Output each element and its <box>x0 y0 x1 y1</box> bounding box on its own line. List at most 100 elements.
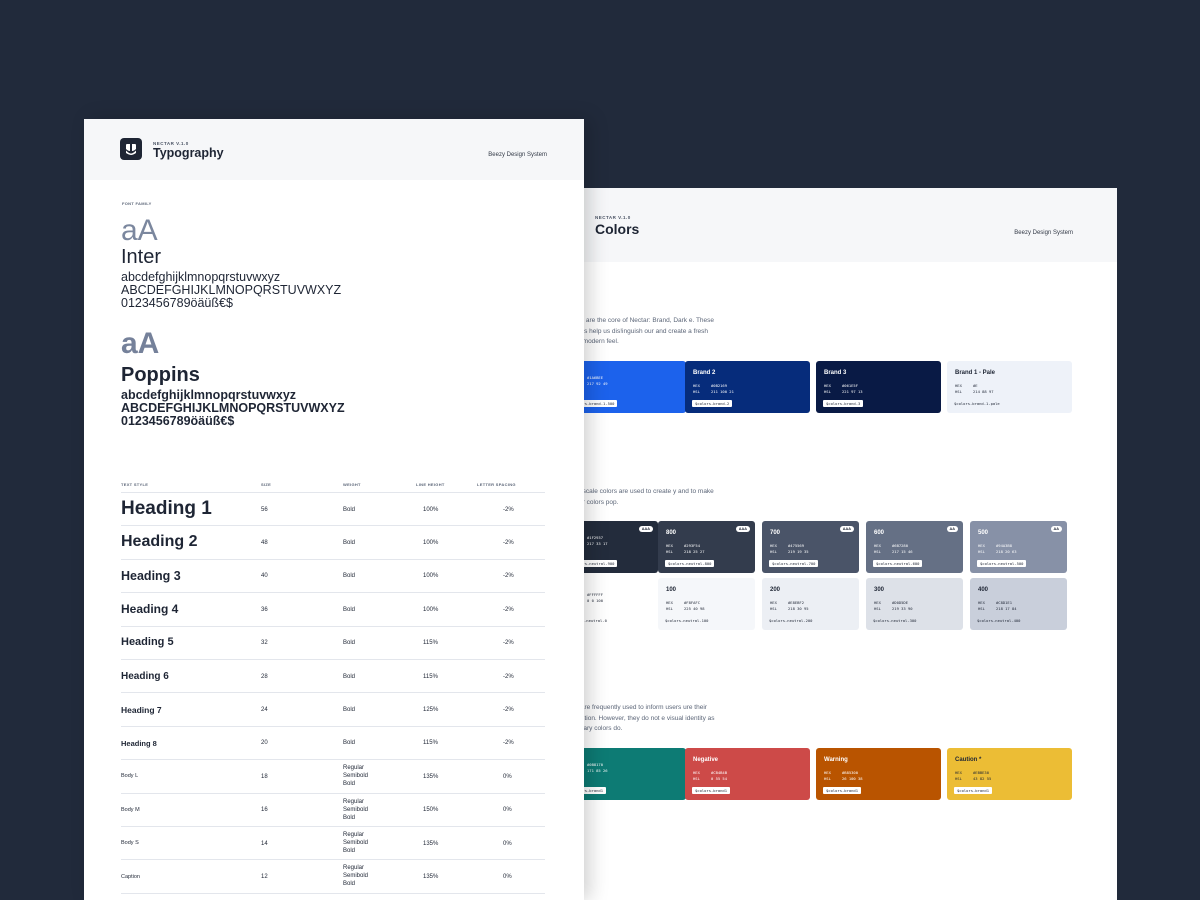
swatch-values: HEX #061E5F HSL 221 97 13 <box>824 383 863 394</box>
letter-spacing-value: -2% <box>503 740 514 747</box>
poppins-sample-aa: aA <box>121 327 160 360</box>
swatch-token: $colors-neutral-700 <box>769 560 819 567</box>
swatch-name: 500 <box>978 530 989 536</box>
swatch-hex: #D0D5DE <box>892 600 909 605</box>
text-style-name: Heading 4 <box>121 602 179 617</box>
inter-digits: 0123456789öäüß€$ <box>121 296 233 310</box>
weight-value: Bold <box>343 506 356 513</box>
weight-value: Bold <box>343 539 356 546</box>
swatch-hsl: 217 15 46 <box>892 548 913 554</box>
table-row: Heading 5 32 Bold 115% -2% <box>121 625 545 660</box>
size-value: 28 <box>261 673 268 680</box>
swatch-hex: #1A6BEE <box>587 375 604 380</box>
swatch-hex: #E <box>973 383 978 388</box>
line-height-value: 135% <box>423 873 439 880</box>
color-swatch: 800 HEX #293F54 HSL 218 25 27 $colors-neutral… <box>658 521 755 573</box>
swatch-values: HEX #EBBE30 HSL 43 82 55 <box>955 770 992 781</box>
colors-title: Colors <box>595 221 640 237</box>
swatch-hex: #B85300 <box>842 770 859 775</box>
swatch-hex: #EBBE30 <box>973 770 990 775</box>
color-swatch: HEX#1A6BEEHSL217 92 49 $colors-brand-1-50… <box>570 361 686 413</box>
line-height-value: 115% <box>423 740 438 747</box>
color-swatch: 600 HEX #6B7280 HSL 217 15 46 $colors-neutral… <box>866 521 963 573</box>
table-row: Heading 8 20 Bold 115% -2% <box>121 725 545 760</box>
swatch-values: HEX #293F54 HSL 218 25 27 <box>666 543 705 554</box>
swatch-hex: #293F54 <box>684 543 701 548</box>
swatch-hex: #0B8170 <box>587 762 604 767</box>
swatch-hex: #94A3B8 <box>996 543 1013 548</box>
weight-value: Regular Semibold Bold <box>343 865 369 888</box>
color-swatch: 300 HEX #D0D5DE HSL 219 33 90 $colors-neutral… <box>866 578 963 630</box>
swatch-hsl: 217 33 17 <box>587 540 608 546</box>
swatch-token: $colors-neutral-200 <box>769 618 813 623</box>
inter-font-name: Inter <box>121 246 162 268</box>
swatch-hex: #E8EBF2 <box>788 600 805 605</box>
letter-spacing-value: 0% <box>503 807 512 814</box>
weight-value: Bold <box>343 706 356 713</box>
size-value: 36 <box>261 606 268 613</box>
table-row: Heading 6 28 Bold 115% -2% <box>121 659 545 693</box>
primary-description: olors are the core of Nectar: Brand, Dar… <box>570 317 715 345</box>
color-swatch: HEX#0B8170HSL171 85 26 $colors-brand1 <box>570 748 686 800</box>
swatch-name: 300 <box>874 587 885 593</box>
letter-spacing-value: -2% <box>503 673 514 680</box>
swatch-hex: #1F2937 <box>587 535 604 540</box>
swatch-token: $colors-neutral-900 <box>570 560 618 567</box>
text-style-name: Body L <box>121 773 139 780</box>
swatch-name: 100 <box>666 587 677 593</box>
poppins-font-name: Poppins <box>121 364 200 386</box>
text-style-name: Body S <box>121 840 139 847</box>
swatch-hsl: 218 25 27 <box>684 548 705 554</box>
color-swatch: 500 HEX #94A3B8 HSL 218 20 63 $colors-neutral… <box>970 521 1067 573</box>
swatch-values: HEX#0B8170HSL171 85 26 <box>570 762 678 773</box>
header-line-height: LINE HEIGHT <box>416 482 445 487</box>
weight-value: Regular Semibold Bold <box>343 798 369 821</box>
size-value: 14 <box>261 840 268 847</box>
swatch-hsl: 0 0 100 <box>587 597 604 603</box>
swatch-name: Brand 2 <box>693 370 716 376</box>
nectar-logo <box>120 138 142 160</box>
swatch-hsl: 218 30 95 <box>788 605 809 611</box>
swatch-values: HEX #F8FAFC HSL 225 40 98 <box>666 600 705 611</box>
table-end-divider <box>121 892 545 895</box>
text-style-name: Heading 3 <box>121 568 181 583</box>
swatch-values: HEX #C8D1E1 HSL 218 17 84 <box>978 600 1017 611</box>
size-value: 24 <box>261 706 268 713</box>
text-style-name: Heading 7 <box>121 704 162 715</box>
font-family-label: FONT FAMILY <box>122 201 152 206</box>
swatch-token: $colors-neutral-500 <box>977 560 1027 567</box>
line-height-value: 100% <box>423 506 439 513</box>
swatch-hsl: 221 97 13 <box>842 388 863 394</box>
swatch-values: HEX #94A3B8 HSL 218 20 63 <box>978 543 1017 554</box>
color-swatch: 100 HEX #F8FAFC HSL 225 40 98 $colors-neutral… <box>658 578 755 630</box>
line-height-value: 135% <box>423 840 439 847</box>
text-style-name: Body M <box>121 806 140 813</box>
weight-value: Bold <box>343 606 356 613</box>
leaf-logo-icon <box>126 144 136 155</box>
weight-value: Bold <box>343 740 356 747</box>
contrast-badge: AA <box>1050 526 1062 532</box>
size-value: 18 <box>261 773 268 780</box>
swatch-hex: #C8D1E1 <box>996 600 1013 605</box>
colors-sheet-header <box>570 188 1117 262</box>
swatch-values: HEX #D0D5DE HSL 219 33 90 <box>874 600 913 611</box>
table-row: Body S 14 Regular Semibold Bold 135% 0% <box>121 826 545 860</box>
swatch-name: Brand 3 <box>824 370 847 376</box>
swatch-values: HEX #6B7280 HSL 217 15 46 <box>874 543 913 554</box>
contrast-badge: AA <box>946 526 958 532</box>
swatch-token: $colors-neutral-800 <box>665 560 715 567</box>
line-height-value: 100% <box>423 539 439 546</box>
colors-system-name: Beezy Design System <box>1014 230 1073 236</box>
swatch-values: HEX #475569 HSL 219 19 35 <box>770 543 809 554</box>
swatch-values: HEX #B85300 HSL 26 100 38 <box>824 770 863 781</box>
letter-spacing-value: -2% <box>503 573 514 580</box>
header-weight: WEIGHT <box>343 482 361 487</box>
contrast-badge: AAA <box>735 526 750 532</box>
swatch-token: $colors-brand1 <box>692 787 731 794</box>
swatch-hex: #F8FAFC <box>684 600 701 605</box>
swatch-hsl: 218 17 84 <box>996 605 1017 611</box>
swatch-name: Caution * <box>955 757 982 763</box>
swatch-name: 600 <box>874 530 885 536</box>
swatch-values: HEX #0B2169 HSL 211 100 21 <box>693 383 734 394</box>
inter-lowercase: abcdefghijklmnopqrstuvwxyz <box>121 270 281 284</box>
